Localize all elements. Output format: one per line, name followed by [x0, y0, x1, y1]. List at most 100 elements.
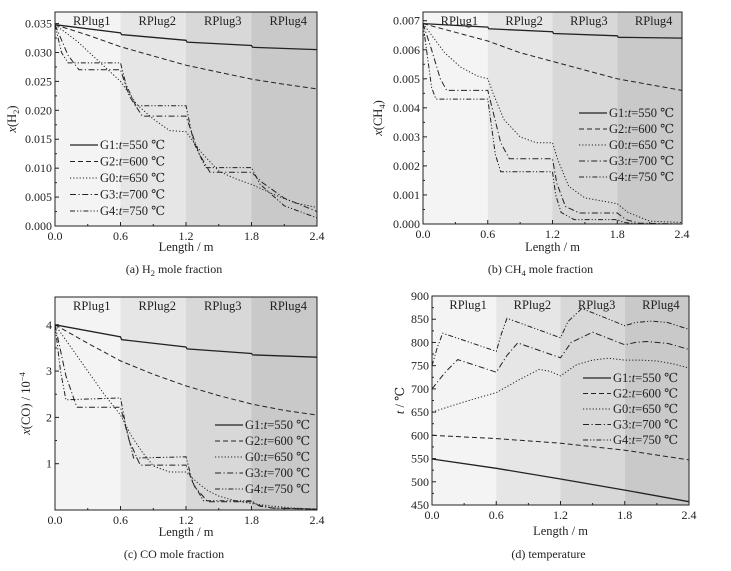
region-band	[432, 296, 497, 505]
y-tick-label: 0.006	[393, 43, 420, 57]
y-tick-label: 0.015	[25, 132, 52, 146]
legend-item-g3: G3:t=700 ℃	[583, 418, 678, 432]
x-tick-label: 2.4	[682, 508, 697, 522]
y-tick-label: 0.025	[25, 74, 52, 88]
legend-label: G1:t=550 ℃	[613, 371, 678, 385]
legend-item-g1: G1:t=550 ℃	[70, 138, 165, 152]
series-line-g3	[55, 24, 317, 212]
region-band	[186, 297, 252, 510]
legend-item-g0: G0:t=650 ℃	[215, 450, 310, 464]
x-axis-label: Length / m	[159, 240, 214, 254]
y-tick-label: 3	[46, 364, 52, 378]
legend: G1:t=550 ℃ G2:t=600 ℃G0:t=650 ℃ G3:t=700 ℃…	[583, 371, 678, 447]
legend-item-g0: G0:t=650 ℃	[583, 402, 678, 416]
y-tick-label: 0.002	[393, 159, 420, 173]
x-axis-label: Length / m	[159, 525, 214, 539]
x-tick-label: 1.2	[179, 513, 194, 527]
legend-item-g4: G4:t=750 ℃	[70, 204, 165, 218]
legend-item-g1: G1:t=550 ℃	[215, 418, 310, 432]
legend-label: G2:t=600 ℃	[245, 434, 310, 448]
region-band	[617, 12, 682, 224]
region-label: RPlug1	[73, 299, 111, 313]
legend-item-g0: G0:t=650 ℃	[70, 171, 165, 185]
y-tick-label: 0.004	[393, 101, 420, 115]
legend: G1:t=550 ℃ G2:t=600 ℃ G0:t=650 ℃ G3:t=700 ℃…	[215, 418, 310, 496]
legend-item-g1: G1:t=550 ℃	[579, 106, 674, 120]
series-line-g4	[55, 24, 317, 219]
panel-d: RPlug1 RPlug2 RPlug3 RPlug4 0.0 0.6 1.2 1.8 2.4 4…	[393, 289, 697, 561]
legend-label: G1:t=550 ℃	[100, 138, 165, 152]
x-tick-label: 2.4	[310, 513, 325, 527]
x-tick-label: 0.0	[48, 229, 63, 243]
region-label: RPlug4	[269, 14, 307, 28]
legend-label: G3:t=700 ℃	[613, 418, 678, 432]
legend-item-g2: G2:t=600 ℃	[215, 434, 310, 448]
chart-caption: (d) temperature	[511, 547, 585, 561]
region-label: RPlug2	[514, 298, 552, 312]
legend-item-g1: G1:t=550 ℃	[583, 371, 678, 385]
region-label: RPlug2	[138, 14, 176, 28]
series-line-g4	[432, 307, 689, 366]
y-tick-label: 650	[411, 405, 429, 419]
region-band	[120, 12, 186, 226]
series-line-g3	[423, 23, 682, 224]
region-band	[624, 296, 689, 505]
region-label: RPlug3	[570, 14, 608, 28]
x-tick-label: 1.2	[179, 229, 194, 243]
legend-label: G0:t=650 ℃	[609, 138, 674, 152]
legend-item-g3: G3:t=700 ℃	[215, 466, 310, 480]
region-band	[552, 12, 618, 224]
legend-item-g3: G3:t=700 ℃	[70, 188, 165, 202]
panel-a: RPlug1 RPlug2 RPlug3 RPlug4 0.0 0.6 1.2 1.8 2.4 0…	[5, 11, 325, 278]
y-tick-label: 0.020	[25, 103, 52, 117]
y-axis-label: t / ℃	[393, 387, 407, 414]
series-line-g0	[55, 24, 317, 208]
y-tick-label: 0.035	[25, 17, 52, 31]
x-tick-label: 0.0	[416, 227, 431, 241]
region-band	[487, 12, 553, 224]
region-label: RPlug4	[635, 14, 673, 28]
y-tick-label: 1	[46, 457, 52, 471]
legend: G1:t=550 ℃ G2:t=600 ℃ G0:t=650 ℃ G3:t=700 ℃…	[579, 106, 674, 184]
y-tick-label: 0.001	[393, 188, 420, 202]
y-tick-label: 750	[411, 359, 429, 373]
x-axis-label: Length / m	[533, 524, 588, 538]
x-tick-label: 0.0	[425, 508, 440, 522]
y-tick-label: 0.005	[25, 190, 52, 204]
region-label: RPlug1	[449, 298, 487, 312]
legend-label: G0:t=650 ℃	[613, 402, 678, 416]
region-band	[560, 296, 625, 505]
legend-label: G1:t=550 ℃	[609, 106, 674, 120]
region-label: RPlug2	[505, 14, 543, 28]
x-tick-label: 0.6	[113, 513, 128, 527]
series-line-g1	[423, 22, 682, 39]
series-group	[423, 22, 682, 224]
x-tick-label: 1.8	[244, 229, 259, 243]
panel-c: RPlug1 RPlug2 RPlug3 RPlug4 0.0 0.6 1.2 1.8 2.4 1…	[17, 296, 325, 561]
series-line-g0	[432, 357, 689, 413]
legend-item-g3: G3:t=700 ℃	[579, 154, 674, 168]
legend-label: G0:t=650 ℃	[100, 171, 165, 185]
legend-item-g4: G4:t=750 ℃	[215, 482, 310, 496]
legend-item-g0: G0:t=650 ℃	[579, 138, 674, 152]
legend: G1:t=550 ℃G2:t=600 ℃G0:t=650 ℃G3:t=700 ℃…	[70, 138, 165, 218]
region-label: RPlug3	[204, 299, 242, 313]
legend-item-g2: G2:t=600 ℃	[579, 122, 674, 136]
series-line-g0	[423, 23, 682, 223]
legend-item-g2: G2:t=600 ℃	[583, 387, 678, 401]
series-line-g1	[55, 24, 317, 51]
chart-caption: (a) H2 mole fraction	[126, 262, 223, 278]
y-tick-label: 850	[411, 312, 429, 326]
y-axis-label: x(H2)	[5, 105, 21, 133]
region-band	[120, 297, 186, 510]
y-tick-label: 800	[411, 335, 429, 349]
region-label: RPlug2	[138, 299, 176, 313]
region-label: RPlug4	[642, 298, 680, 312]
x-tick-label: 1.8	[610, 227, 625, 241]
x-tick-label: 1.8	[617, 508, 632, 522]
x-tick-label: 2.4	[675, 227, 690, 241]
region-label: RPlug3	[204, 14, 242, 28]
x-tick-label: 0.0	[48, 513, 63, 527]
